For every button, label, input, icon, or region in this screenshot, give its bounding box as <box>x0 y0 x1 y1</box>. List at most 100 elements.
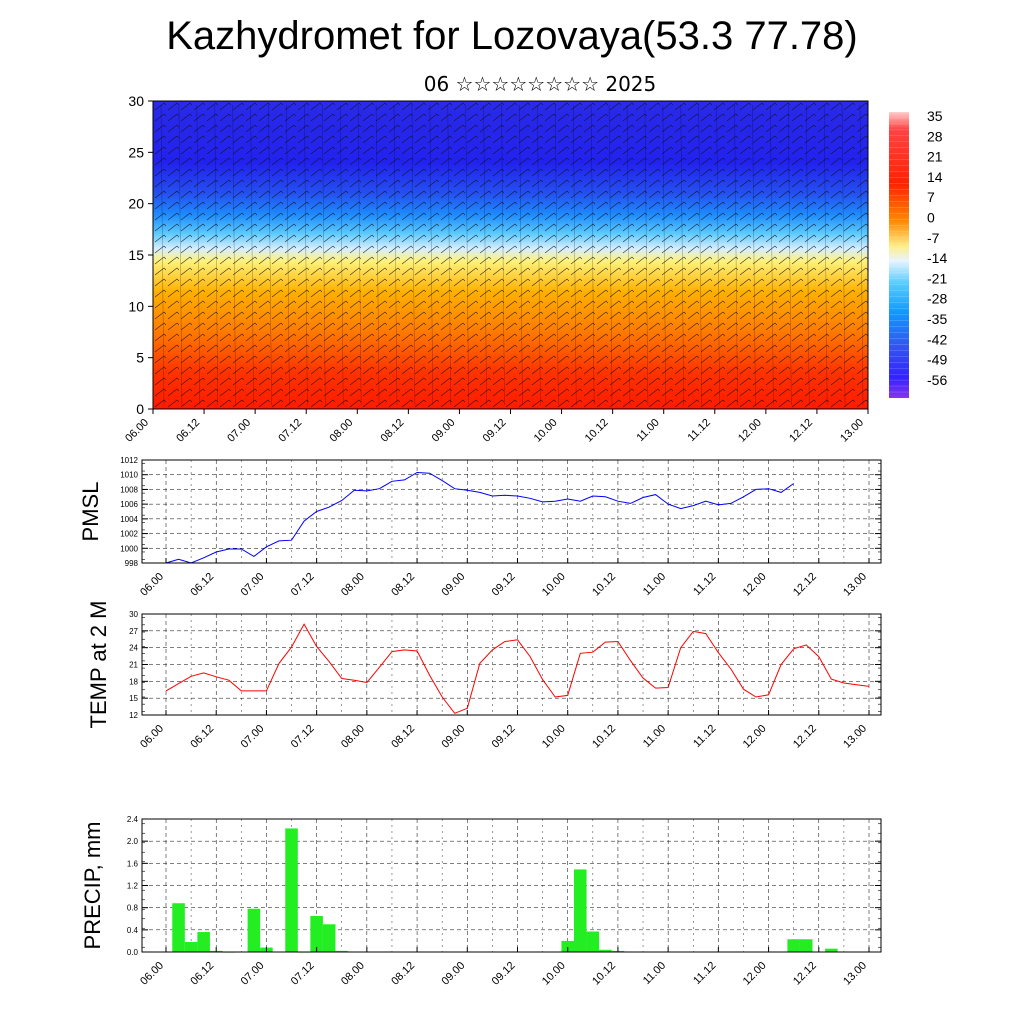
colorbar-label: -7 <box>927 230 940 246</box>
x-tick-label: 09.12 <box>490 571 518 599</box>
x-tick-label: 13.00 <box>841 571 869 599</box>
x-tick-label: 11.00 <box>641 960 668 987</box>
x-tick-label: 08.12 <box>389 571 417 599</box>
precip-bar <box>322 924 336 952</box>
x-tick-label: 07.12 <box>289 960 317 988</box>
x-tick-label: 10.00 <box>540 960 568 988</box>
y-tick-label: 1008 <box>120 485 138 494</box>
x-tick-label: 11.12 <box>691 723 718 750</box>
y-tick-label: 20 <box>128 196 144 212</box>
wind-barb-column <box>411 104 416 406</box>
wind-barb-column <box>232 104 236 406</box>
y-tick-label: 30 <box>128 93 144 109</box>
x-tick-label: 12.12 <box>787 417 815 445</box>
colorbar-label: -56 <box>927 372 947 388</box>
x-tick-label: 06.00 <box>123 417 151 445</box>
y-tick-label: 2.0 <box>127 837 139 846</box>
y-axis-label: PRECIP, mm <box>80 822 105 950</box>
y-tick-label: 1006 <box>120 500 138 509</box>
wind-barb-column <box>160 104 165 406</box>
wind-barb-column <box>357 104 362 406</box>
wind-barb-column <box>859 104 864 406</box>
y-axis-label: TEMP at 2 M <box>86 601 111 729</box>
wind-barb-column <box>214 104 218 406</box>
y-tick-label: 1.6 <box>127 859 139 868</box>
colorbar-label: 0 <box>927 210 935 226</box>
wind-barb-column <box>608 104 613 406</box>
colorbar-label: -49 <box>927 352 947 368</box>
x-tick-label: 06.12 <box>188 723 216 751</box>
colorbar-label: 14 <box>927 169 943 185</box>
x-tick-label: 09.12 <box>490 723 518 751</box>
x-tick-label: 13.00 <box>841 723 869 751</box>
y-tick-label: 30 <box>129 610 138 619</box>
wind-barb-column <box>537 104 541 406</box>
y-tick-label: 1010 <box>120 471 138 480</box>
x-tick-label: 09.00 <box>439 960 467 988</box>
wind-barb-column <box>680 104 684 406</box>
x-tick-label: 12.12 <box>791 960 819 988</box>
wind-barb-column <box>626 104 631 406</box>
x-tick-label: 08.00 <box>339 960 367 988</box>
wind-barb-column <box>590 104 595 406</box>
wind-barb-column <box>555 104 559 406</box>
x-tick-label: 08.00 <box>339 571 367 599</box>
x-tick-label: 12.12 <box>791 723 819 751</box>
precip-bar <box>586 931 600 952</box>
colorbar-label: 21 <box>927 149 943 165</box>
wind-barb-column <box>806 104 810 406</box>
x-tick-label: 13.00 <box>838 417 866 445</box>
wind-barb-column <box>375 104 380 406</box>
temperature-colorbar: 35 28 21 14 7 0 -7 -14 -21 -28 -35 -42 -49 -56 <box>889 108 947 398</box>
x-tick-label: 12.00 <box>741 960 769 988</box>
x-tick-label: 11.00 <box>641 723 668 750</box>
x-tick-label: 06.12 <box>174 417 202 445</box>
y-tick-label: 21 <box>129 661 138 670</box>
y-tick-label: 0 <box>136 401 144 417</box>
y-tick-label: 18 <box>129 677 138 686</box>
y-tick-label: 10 <box>128 298 144 314</box>
panel-frame <box>141 613 882 716</box>
precip-bar <box>573 869 587 952</box>
x-tick-label: 10.00 <box>540 723 568 751</box>
x-tick-label: 12.00 <box>736 417 764 445</box>
x-tick-label: 07.00 <box>239 723 267 751</box>
temp-2m-panel: 12 15 18 21 24 27 30 06.00 06.12 07.00 07.12 08.00 0… <box>86 601 882 751</box>
precip-bar <box>335 950 349 952</box>
x-tick-label: 08.12 <box>379 417 407 445</box>
wind-barb-column <box>250 104 254 406</box>
precip-bar <box>197 932 210 952</box>
x-tick-label: 07.12 <box>289 571 317 599</box>
y-tick-label: 15 <box>129 694 138 703</box>
y-tick-label: 12 <box>129 711 138 720</box>
y-tick-label: 1012 <box>120 456 138 465</box>
x-tick-label: 11.12 <box>691 960 718 987</box>
y-tick-label: 0.0 <box>127 948 139 957</box>
x-tick-label: 13.00 <box>841 960 869 988</box>
x-tick-label: 07.12 <box>289 723 317 751</box>
wind-barb-column <box>841 104 846 406</box>
series-line <box>165 471 794 564</box>
wind-barb-column <box>770 104 774 406</box>
series-line <box>165 623 870 714</box>
x-tick-label: 09.12 <box>481 417 509 445</box>
x-tick-label: 12.00 <box>741 571 769 599</box>
y-axis-label: PMSL <box>78 482 103 542</box>
colorbar-label: 35 <box>927 108 943 124</box>
x-tick-label: 06.00 <box>138 571 166 599</box>
page-title: Kazhydromet for Lozovaya(53.3 77.78) <box>166 14 858 58</box>
y-tick-label: 0.4 <box>127 926 139 935</box>
wind-barb-column <box>393 104 398 406</box>
x-tick-label: 06.12 <box>188 960 216 988</box>
wind-barbs <box>153 101 868 409</box>
x-tick-label: 08.00 <box>327 417 355 445</box>
precip-bar <box>825 948 838 952</box>
wind-barb-column <box>429 104 434 406</box>
x-tick-label: 11.12 <box>686 417 713 444</box>
x-tick-label: 06.12 <box>188 571 216 599</box>
colorbar-label: 28 <box>927 128 943 144</box>
y-tick-label: 2.4 <box>127 815 139 824</box>
wind-barb-column <box>304 104 308 406</box>
x-tick-label: 08.00 <box>339 723 367 751</box>
